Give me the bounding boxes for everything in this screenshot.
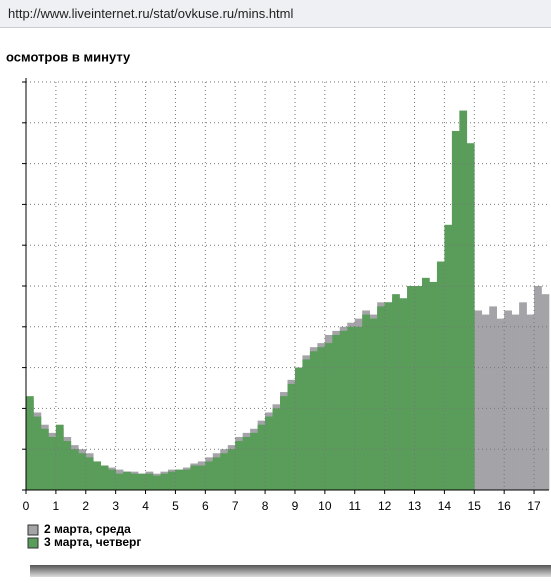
bar	[48, 436, 57, 490]
bar	[153, 475, 161, 490]
bar	[496, 318, 505, 490]
x-tick-label: 1	[53, 499, 60, 513]
bar	[421, 277, 430, 490]
bar	[526, 314, 535, 490]
x-tick-label: 2	[82, 499, 89, 513]
bar	[519, 302, 527, 490]
legend-swatch	[27, 537, 39, 549]
x-tick-label: 14	[438, 499, 452, 513]
bar	[287, 383, 296, 490]
x-tick-label: 0	[23, 499, 30, 513]
bar	[451, 130, 460, 490]
bar	[145, 473, 154, 490]
bar	[347, 326, 356, 490]
bar	[85, 457, 94, 490]
bar	[63, 441, 72, 490]
shadow	[30, 565, 551, 577]
x-tick-label: 17	[527, 499, 541, 513]
x-tick-label: 16	[497, 499, 511, 513]
legend-swatch	[27, 524, 39, 536]
x-tick-label: 11	[349, 499, 362, 513]
bar	[294, 367, 303, 490]
bar	[541, 294, 550, 490]
bar	[160, 473, 169, 490]
bar	[504, 310, 512, 490]
x-tick-label: 8	[262, 499, 269, 513]
bar	[339, 330, 348, 490]
bar	[436, 261, 445, 490]
bar	[489, 306, 497, 490]
chart-title: осмотров в минуту	[6, 49, 131, 64]
bar	[302, 359, 311, 490]
bar	[242, 436, 251, 490]
bar	[220, 453, 229, 490]
bar	[197, 465, 206, 490]
bar	[444, 224, 453, 491]
bar	[466, 143, 475, 490]
bar	[324, 343, 333, 490]
bar	[429, 281, 438, 490]
x-tick-label: 3	[112, 499, 119, 513]
bar	[40, 428, 49, 490]
x-tick-label: 12	[378, 499, 392, 513]
bar	[212, 457, 221, 490]
bar	[392, 294, 400, 490]
bar	[205, 461, 214, 490]
bar	[474, 310, 483, 490]
x-tick-label: 15	[468, 499, 482, 513]
bar	[257, 424, 266, 490]
bar	[309, 351, 318, 490]
address-bar[interactable]: http://www.liveinternet.ru/stat/ovkuse.r…	[0, 0, 551, 28]
bar	[534, 286, 542, 490]
bar	[130, 473, 139, 490]
bar	[250, 432, 258, 490]
bar	[100, 465, 109, 490]
bar	[369, 318, 378, 490]
bar	[511, 314, 520, 490]
bar	[55, 424, 64, 490]
legend-label: 3 марта, четверг	[44, 535, 141, 549]
bar	[459, 110, 468, 490]
bar	[280, 396, 288, 490]
bar	[384, 302, 393, 490]
bar	[167, 471, 176, 490]
bar	[272, 408, 281, 490]
bar	[70, 449, 79, 490]
bar	[190, 465, 199, 490]
bar	[78, 453, 87, 490]
x-tick-label: 6	[202, 499, 209, 513]
x-tick-label: 13	[408, 499, 422, 513]
legend-label: 2 марта, среда	[44, 522, 131, 536]
bar	[362, 314, 370, 490]
bar	[123, 471, 131, 490]
bar	[265, 416, 273, 490]
bar	[332, 334, 341, 490]
bar	[138, 473, 146, 490]
bar	[399, 298, 408, 490]
bar	[33, 416, 42, 490]
bar	[235, 441, 243, 490]
bar	[414, 286, 423, 490]
bar	[108, 469, 116, 490]
bar	[115, 473, 124, 490]
x-tick-label: 10	[318, 499, 332, 513]
bar	[317, 347, 326, 490]
bar	[182, 469, 191, 490]
bar	[26, 396, 34, 490]
x-tick-label: 9	[292, 499, 299, 513]
bar	[377, 306, 385, 490]
x-tick-label: 5	[172, 499, 179, 513]
x-tick-label: 7	[232, 499, 239, 513]
bar	[227, 449, 236, 490]
bar	[481, 314, 490, 490]
bar	[93, 461, 102, 490]
bar	[175, 469, 184, 490]
x-tick-label: 4	[142, 499, 149, 513]
bar	[407, 286, 415, 490]
